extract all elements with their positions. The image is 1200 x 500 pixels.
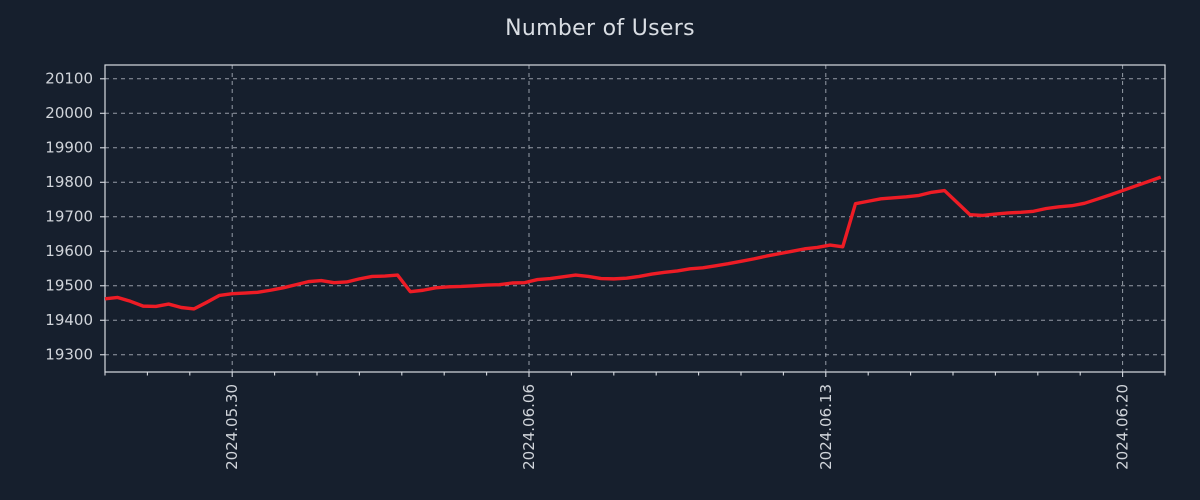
y-tick-label: 19700 <box>45 207 93 225</box>
x-tick-label: 2024.06.13 <box>817 384 835 470</box>
y-tick-label: 19300 <box>45 345 93 363</box>
y-tick-label: 19900 <box>45 138 93 156</box>
horizontal-gridlines <box>105 78 1165 356</box>
y-tick-label: 19600 <box>45 242 93 260</box>
data-series-line <box>104 175 1162 311</box>
y-axis-tick-labels: 19300 19400 19500 19600 19700 19800 19900 20000… <box>45 69 93 363</box>
x-axis-tick-marks <box>104 372 1166 377</box>
x-tick-label: 2024.06.20 <box>1114 384 1132 470</box>
y-tick-label: 19800 <box>45 173 93 191</box>
x-axis-tick-labels: 2024.05.30 2024.06.06 2024.06.13 2024.06.20 <box>223 384 1131 470</box>
x-tick-label: 2024.06.06 <box>520 384 538 470</box>
chart-title: Number of Users <box>505 16 695 41</box>
y-axis-tick-marks <box>100 78 105 356</box>
y-tick-label: 19400 <box>45 311 93 329</box>
x-tick-label: 2024.05.30 <box>223 384 241 470</box>
plot-frame-border <box>104 64 1166 373</box>
y-tick-label: 20000 <box>45 104 93 122</box>
vertical-gridlines <box>231 65 1124 372</box>
y-tick-label: 19500 <box>45 276 93 294</box>
y-tick-label: 20100 <box>45 69 93 87</box>
data-series-group <box>104 175 1162 311</box>
